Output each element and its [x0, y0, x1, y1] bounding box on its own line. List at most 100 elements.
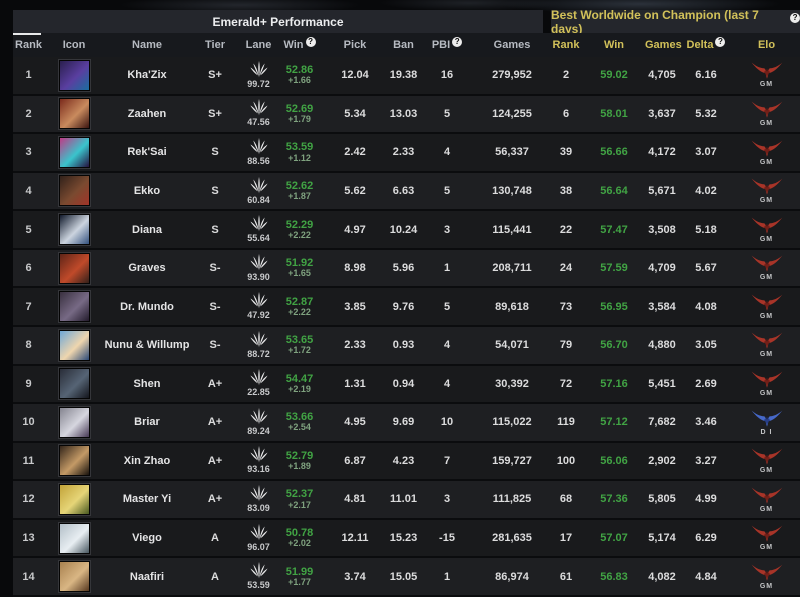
column-header-rank[interactable]: Rank: [13, 33, 44, 57]
column-header-delta[interactable]: Delta?: [679, 33, 733, 57]
champion-icon[interactable]: [58, 329, 90, 361]
champion-row[interactable]: 8 Nunu & Willump S- 88.72 53.65 +1.72 2.…: [13, 326, 800, 366]
champion-row[interactable]: 9 Shen A+ 22.85 54.47 +2.19 1.31 0.94 4 …: [13, 365, 800, 405]
champion-icon-cell[interactable]: [44, 483, 104, 515]
champion-icon[interactable]: [58, 98, 90, 130]
champion-icon-cell[interactable]: [44, 252, 104, 284]
champion-icon-cell[interactable]: [44, 59, 104, 91]
tier-value: A+: [207, 377, 223, 390]
champion-row[interactable]: 4 Ekko S 60.84 52.62 +1.87 5.62 6.63 5 1…: [13, 172, 800, 212]
column-header-name[interactable]: Name: [132, 39, 162, 51]
champion-name[interactable]: Diana: [132, 223, 162, 236]
champion-icon-cell[interactable]: [44, 368, 104, 400]
champion-icon-cell[interactable]: [44, 445, 104, 477]
help-icon[interactable]: ?: [790, 12, 800, 23]
pick-rate-value: 2.42: [344, 146, 366, 159]
column-header-pick[interactable]: Pick: [343, 39, 367, 51]
champion-name[interactable]: Graves: [128, 262, 166, 275]
champion-icon[interactable]: [58, 291, 90, 323]
column-header-games[interactable]: Games: [493, 39, 531, 51]
champion-icon[interactable]: [58, 406, 90, 438]
champion-row[interactable]: 11 Xin Zhao A+ 93.16 52.79 +1.89 6.87 4.…: [13, 442, 800, 482]
column-header-best-win[interactable]: Win: [603, 39, 625, 51]
champion-name[interactable]: Kha'Zix: [127, 69, 167, 82]
lane-cell: 53.59: [240, 562, 277, 591]
champion-name[interactable]: Xin Zhao: [123, 454, 171, 467]
column-header-best-rank[interactable]: Rank: [552, 39, 580, 51]
jungle-lane-icon: [249, 485, 268, 502]
champion-name[interactable]: Viego: [132, 532, 162, 545]
champion-row[interactable]: 10 Briar A+ 89.24 53.66 +2.54 4.95 9.69 …: [13, 404, 800, 443]
champion-icon[interactable]: [58, 522, 90, 554]
win-help-icon[interactable]: ?: [305, 37, 316, 47]
champion-row[interactable]: 14 Naafiri A 53.59 51.99 +1.77 3.74 15.0…: [13, 558, 800, 597]
champion-icon-cell[interactable]: [44, 522, 104, 554]
champion-icon[interactable]: [58, 175, 90, 207]
champion-icon-cell[interactable]: [44, 561, 104, 593]
champion-name[interactable]: Master Yi: [122, 493, 172, 506]
table-header-bars: Emerald+ Performance Best Worldwide on C…: [13, 8, 800, 36]
tier-value: S: [211, 184, 219, 197]
column-header-win[interactable]: Win?: [277, 33, 322, 57]
lane-rate-value: 93.16: [247, 464, 270, 475]
column-header-best-games[interactable]: Games: [645, 39, 682, 51]
column-header-ban[interactable]: Ban: [393, 39, 414, 51]
rank-wings-icon: [751, 564, 782, 581]
champion-icon[interactable]: [58, 445, 90, 477]
column-header-pbi[interactable]: PBI?: [419, 33, 475, 57]
pick-rate-value: 8.98: [344, 262, 366, 275]
champion-name[interactable]: Zaahen: [127, 107, 167, 120]
column-header-elo[interactable]: Elo: [757, 39, 776, 51]
delta-help-icon[interactable]: ?: [715, 37, 726, 47]
ban-rate-value: 19.38: [389, 69, 418, 82]
champion-icon[interactable]: [58, 483, 90, 515]
best-games-value: 4,082: [648, 570, 676, 583]
champion-icon-cell[interactable]: [44, 98, 104, 130]
champion-row[interactable]: 6 Graves S- 93.90 51.92 +1.65 8.98 5.96 …: [13, 249, 800, 289]
best-win-value: 57.16: [600, 377, 628, 390]
champion-icon[interactable]: [58, 561, 90, 593]
champion-name[interactable]: Ekko: [133, 184, 161, 197]
champion-row[interactable]: 13 Viego A 96.07 50.78 +2.02 12.11 15.23…: [13, 519, 800, 559]
jungle-lane-icon: [249, 562, 268, 579]
elo-tier-label: GM: [759, 312, 774, 320]
delta-value: 3.07: [695, 146, 717, 159]
lane-rate-value: 88.56: [247, 155, 270, 166]
champion-icon[interactable]: [58, 136, 90, 168]
column-header-icon[interactable]: Icon: [62, 39, 86, 51]
ban-rate-value: 0.93: [392, 339, 415, 352]
delta-value: 3.05: [695, 339, 717, 352]
champion-row[interactable]: 2 Zaahen S+ 47.56 52.69 +1.79 5.34 13.03…: [13, 95, 800, 135]
champion-icon[interactable]: [58, 252, 90, 284]
pick-rate-value: 2.33: [344, 339, 366, 352]
column-header-tier[interactable]: Tier: [205, 39, 225, 51]
pbi-help-icon[interactable]: ?: [452, 37, 463, 47]
champion-row[interactable]: 7 Dr. Mundo S- 47.92 52.87 +2.22 3.85 9.…: [13, 288, 800, 327]
champion-icon[interactable]: [58, 368, 90, 400]
column-header-lane[interactable]: Lane: [245, 39, 272, 51]
champion-name[interactable]: Shen: [133, 377, 161, 390]
best-rank-value: 72: [559, 377, 573, 390]
champion-name[interactable]: Naafiri: [129, 570, 165, 583]
champion-icon[interactable]: [58, 59, 90, 91]
pbi-value: 4: [443, 377, 451, 390]
champion-icon-cell[interactable]: [44, 329, 104, 361]
champion-name[interactable]: Nunu & Willump: [104, 339, 190, 352]
champion-icon-cell[interactable]: [44, 291, 104, 323]
champion-icon[interactable]: [58, 214, 90, 246]
champion-icon-cell[interactable]: [44, 136, 104, 168]
tier-value: A: [211, 532, 219, 545]
champion-name[interactable]: Briar: [134, 416, 160, 429]
champion-name[interactable]: Dr. Mundo: [120, 300, 174, 313]
champion-row[interactable]: 1 Kha'Zix S+ 99.72 52.86 +1.66 12.04 19.…: [13, 57, 800, 96]
champion-row[interactable]: 3 Rek'Sai S 88.56 53.59 +1.12 2.42 2.33 …: [13, 134, 800, 173]
champion-row[interactable]: 12 Master Yi A+ 83.09 52.37 +2.17 4.81 1…: [13, 481, 800, 520]
lane-cell: 96.07: [240, 523, 277, 553]
champion-row[interactable]: 5 Diana S 55.64 52.29 +2.22 4.97 10.24 3…: [13, 211, 800, 250]
pick-rate-value: 3.85: [344, 300, 366, 313]
champion-icon-cell[interactable]: [44, 214, 104, 246]
champion-name[interactable]: Rek'Sai: [127, 146, 167, 159]
champion-icon-cell[interactable]: [44, 406, 104, 438]
pbi-value: 1: [443, 570, 451, 583]
champion-icon-cell[interactable]: [44, 175, 104, 207]
